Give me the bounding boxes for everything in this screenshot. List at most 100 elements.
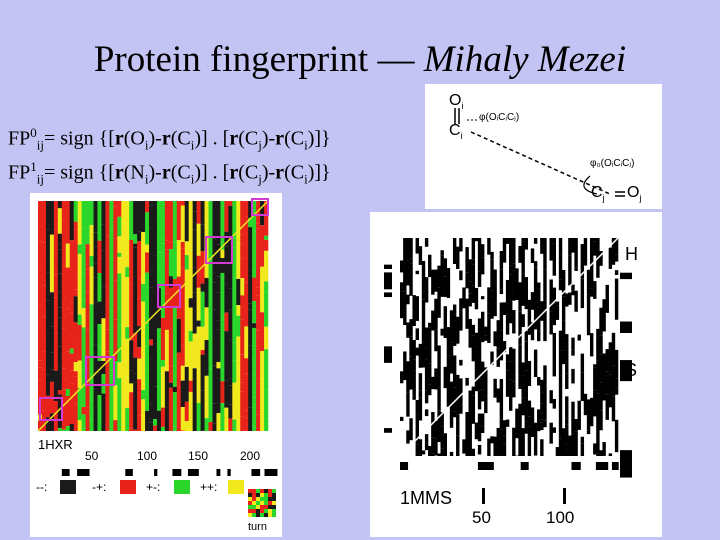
matrix-cell [596, 328, 600, 337]
matrix-cell [558, 350, 563, 376]
matrix-cell [614, 419, 619, 453]
turn-cell [252, 497, 256, 501]
matrix-cell [97, 301, 102, 325]
matrix-cell [602, 353, 606, 368]
matrix-cell [133, 243, 138, 248]
matrix-cell [518, 435, 522, 456]
matrix-cell [141, 301, 146, 318]
matrix-cell [97, 258, 102, 273]
matrix-cell [149, 315, 154, 340]
matrix-cell [216, 244, 221, 263]
turn-thumbnail [248, 489, 276, 517]
matrix-cell [149, 422, 154, 431]
matrix-cell [38, 241, 43, 266]
matrix-cell [596, 360, 600, 390]
turn-cell [264, 493, 268, 497]
matrix-cell [583, 238, 588, 266]
matrix-cell [521, 397, 525, 416]
matrix-cell [580, 372, 585, 402]
matrix-cell [490, 436, 494, 444]
turn-cell [268, 509, 272, 513]
matrix-cell [260, 359, 265, 399]
matrix-cell [117, 201, 122, 217]
matrix-cell [471, 386, 476, 396]
structure-strip-segment [251, 469, 261, 476]
matrix-cell [232, 382, 237, 420]
matrix-cell [45, 374, 51, 396]
matrix-cell [480, 361, 485, 390]
matrix-cell [97, 360, 102, 373]
matrix-cell [264, 354, 269, 390]
matrix-cell [57, 394, 63, 428]
matrix-cell [524, 370, 528, 392]
matrix-cell [149, 270, 154, 288]
matrix-cell [434, 368, 438, 372]
matrix-cell [252, 427, 257, 431]
matrix-cell [415, 414, 419, 445]
matrix-cell [38, 265, 43, 305]
turn-cell [248, 501, 252, 505]
matrix-cell [415, 296, 419, 321]
matrix-cell [141, 399, 146, 431]
matrix-cell [145, 212, 150, 245]
turn-cell [260, 513, 264, 517]
tick-label-150: 150 [188, 449, 209, 463]
matrix-cell [452, 355, 457, 388]
matrix-cell [521, 428, 525, 456]
matrix-cell [240, 295, 245, 320]
structure-highlight-box [39, 397, 63, 421]
matrix-cell [505, 279, 510, 304]
matrix-cell [137, 298, 142, 327]
matrix-cell [49, 292, 55, 327]
matrix-cell [172, 386, 178, 393]
matrix-cell [65, 267, 71, 309]
matrix-cell [196, 326, 201, 336]
matrix-cell [512, 238, 516, 264]
turn-cell [272, 513, 276, 517]
matrix-cell [113, 238, 118, 281]
structure-strip-segment [227, 469, 231, 476]
matrix-cell [568, 255, 572, 286]
fingerprint-1mms-matrix [384, 237, 632, 478]
matrix-cell [81, 201, 86, 228]
matrix-cell [574, 290, 578, 312]
matrix-cell [236, 260, 241, 279]
matrix-cell [505, 303, 510, 335]
matrix-cell [73, 418, 78, 431]
matrix-cell [605, 371, 609, 395]
matrix-cell [256, 378, 261, 415]
matrix-cell [168, 249, 174, 277]
matrix-cell [129, 201, 134, 240]
matrix-cell [61, 281, 67, 310]
matrix-cell [184, 269, 189, 299]
matrix-cell [484, 396, 488, 414]
matrix-cell [477, 390, 482, 410]
matrix-cell [540, 422, 544, 431]
matrix-cell [45, 263, 51, 273]
matrix-cell [65, 201, 71, 244]
matrix-cell [456, 374, 460, 397]
matrix-cell [117, 307, 122, 326]
matrix-cell [73, 229, 78, 253]
matrix-cell [93, 406, 98, 428]
matrix-cell [180, 345, 186, 362]
matrix-cell [133, 333, 138, 358]
matrix-cell [125, 297, 130, 328]
matrix-cell [172, 392, 178, 427]
matrix-cell [596, 238, 600, 253]
matrix-cell [552, 365, 557, 377]
matrix-cell [200, 291, 205, 327]
matrix-cell [160, 366, 166, 408]
matrix-cell [232, 277, 237, 307]
matrix-cell [204, 375, 209, 406]
matrix-cell [38, 380, 43, 392]
matrix-cell [49, 326, 55, 353]
matrix-cell [184, 255, 189, 270]
matrix-cell [61, 219, 67, 259]
matrix-cell [527, 400, 532, 417]
matrix-cell [113, 361, 118, 386]
title-text: Protein fingerprint — [93, 39, 415, 80]
matrix-cell [244, 410, 249, 418]
matrix-cell [180, 365, 186, 381]
matrix-cell [224, 407, 229, 431]
